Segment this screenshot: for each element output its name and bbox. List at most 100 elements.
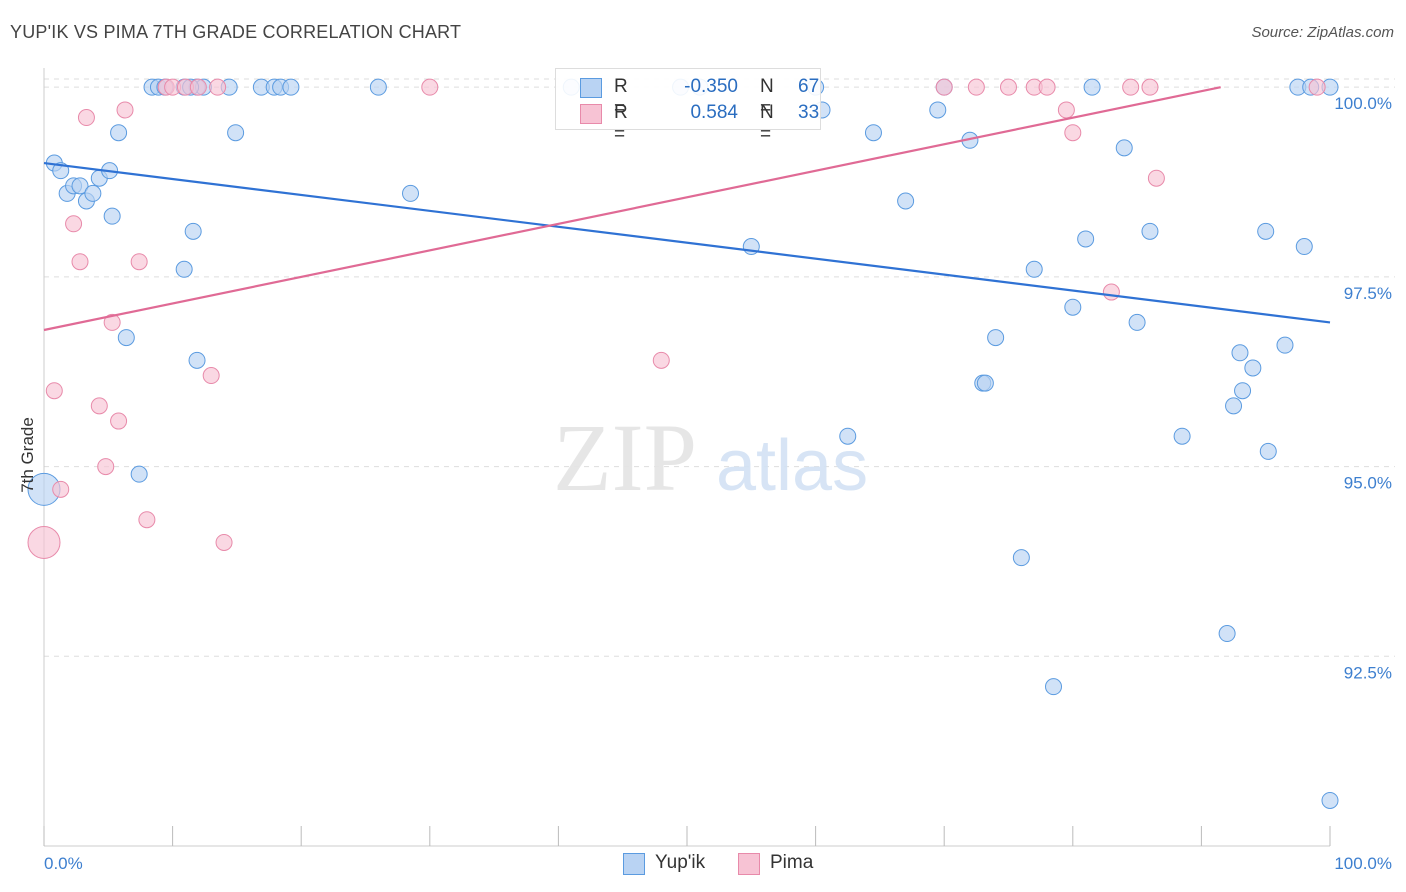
data-point-yupik-38 bbox=[839, 427, 857, 445]
data-point-yupik-10 bbox=[103, 207, 121, 225]
legend-n-value: 67 bbox=[798, 76, 820, 97]
data-point-pima-22 bbox=[935, 78, 953, 96]
data-point-yupik-52 bbox=[1083, 78, 1101, 96]
data-point-yupik-30 bbox=[369, 78, 387, 96]
y-tick-label-0: 92.5% bbox=[1344, 663, 1392, 682]
data-point-pima-20 bbox=[421, 78, 439, 96]
bottom-legend-swatch-pima bbox=[738, 853, 760, 875]
data-point-yupik-55 bbox=[1141, 222, 1159, 240]
data-point-pima-1 bbox=[45, 382, 63, 400]
data-point-yupik-46 bbox=[987, 329, 1005, 347]
y-tick-label-1: 95.0% bbox=[1344, 474, 1392, 493]
bottom-legend-swatch-yupik bbox=[623, 853, 645, 875]
data-point-pima-29 bbox=[1102, 283, 1120, 301]
series-pima bbox=[27, 78, 1326, 559]
tick-labels: 92.5% 95.0% 97.5% 100.0% 0.0% 100.0% bbox=[44, 94, 1392, 873]
legend: R = -0.350 N = 67 R = 0.584 N = 33 bbox=[555, 68, 821, 145]
data-point-pima-11 bbox=[130, 253, 148, 271]
data-point-pima-5 bbox=[77, 109, 95, 127]
legend-n-label: N = bbox=[760, 76, 774, 119]
data-point-yupik-60 bbox=[1234, 382, 1252, 400]
data-point-yupik-11 bbox=[110, 124, 128, 142]
data-point-yupik-47 bbox=[1012, 549, 1030, 567]
source-label: Source: ZipAtlas.com bbox=[1251, 24, 1394, 41]
chart-title: YUP'IK VS PIMA 7TH GRADE CORRELATION CHA… bbox=[10, 22, 462, 42]
data-point-pima-21 bbox=[652, 351, 670, 369]
legend-r-value: 0.584 bbox=[690, 102, 738, 123]
data-point-pima-10 bbox=[116, 101, 134, 119]
data-point-pima-12 bbox=[138, 511, 156, 529]
data-point-pima-26 bbox=[1038, 78, 1056, 96]
trend-line-yupik bbox=[43, 161, 1331, 324]
legend-r-label: R = bbox=[614, 76, 628, 119]
data-point-yupik-29 bbox=[282, 78, 300, 96]
y-axis-title: 7th Grade bbox=[18, 417, 37, 493]
bottom-legend-label-yupik: Yup'ik bbox=[655, 852, 706, 873]
data-point-pima-30 bbox=[1122, 78, 1140, 96]
data-point-yupik-13 bbox=[130, 465, 148, 483]
grid-lines bbox=[44, 78, 1395, 657]
data-point-pima-24 bbox=[1000, 78, 1017, 96]
y-tick-label-3: 100.0% bbox=[1334, 94, 1392, 113]
data-point-pima-2 bbox=[52, 480, 70, 498]
data-point-yupik-7 bbox=[84, 184, 102, 202]
data-point-pima-23 bbox=[967, 78, 985, 96]
bottom-legend-label-pima: Pima bbox=[770, 852, 814, 873]
data-point-pima-0 bbox=[27, 525, 61, 559]
data-point-yupik-59 bbox=[1231, 344, 1249, 362]
data-point-pima-31 bbox=[1141, 78, 1159, 96]
legend-swatch-yupik bbox=[580, 78, 602, 98]
data-point-yupik-31 bbox=[402, 184, 420, 202]
data-point-yupik-62 bbox=[1257, 222, 1275, 240]
data-point-yupik-51 bbox=[1077, 230, 1095, 248]
data-point-yupik-41 bbox=[929, 101, 947, 119]
bottom-legend: Yup'ik Pima bbox=[0, 852, 1406, 876]
data-point-pima-19 bbox=[215, 533, 233, 551]
data-point-yupik-66 bbox=[1295, 238, 1313, 256]
data-point-pima-32 bbox=[1147, 169, 1165, 187]
data-point-yupik-50 bbox=[1064, 298, 1082, 316]
legend-swatch-pima bbox=[580, 104, 602, 124]
data-point-yupik-64 bbox=[1276, 336, 1294, 354]
watermark-zip: ZIP bbox=[553, 404, 697, 511]
data-point-pima-27 bbox=[1057, 101, 1075, 119]
data-point-pima-17 bbox=[202, 367, 220, 385]
data-point-yupik-23 bbox=[184, 222, 202, 240]
data-point-yupik-40 bbox=[897, 192, 915, 210]
legend-n-label: N = bbox=[760, 102, 774, 145]
x-tick-label-0: 0.0% bbox=[44, 854, 83, 873]
data-point-pima-28 bbox=[1064, 124, 1082, 142]
data-point-yupik-24 bbox=[227, 124, 245, 142]
data-point-yupik-61 bbox=[1244, 359, 1262, 377]
data-point-yupik-58 bbox=[1225, 397, 1243, 415]
data-point-pima-7 bbox=[97, 458, 115, 476]
data-point-yupik-45 bbox=[976, 374, 994, 392]
data-point-yupik-56 bbox=[1173, 427, 1191, 445]
data-point-yupik-53 bbox=[1115, 139, 1133, 157]
data-point-yupik-5 bbox=[71, 177, 89, 195]
data-point-pima-33 bbox=[1308, 78, 1326, 96]
data-point-pima-9 bbox=[110, 412, 128, 430]
trend-line-pima bbox=[43, 86, 1221, 332]
data-point-yupik-54 bbox=[1128, 313, 1146, 331]
data-point-pima-16 bbox=[189, 78, 207, 96]
data-point-yupik-39 bbox=[864, 124, 882, 142]
data-point-yupik-17 bbox=[175, 260, 193, 278]
y-tick-label-2: 97.5% bbox=[1344, 284, 1392, 303]
data-point-yupik-57 bbox=[1218, 625, 1236, 643]
data-point-yupik-12 bbox=[117, 329, 135, 347]
watermark: ZIP atlas bbox=[553, 404, 868, 511]
data-point-pima-3 bbox=[65, 215, 83, 233]
legend-n-value: 33 bbox=[798, 102, 820, 123]
axes bbox=[43, 68, 1331, 847]
data-point-pima-4 bbox=[71, 253, 89, 271]
legend-r-label: R = bbox=[614, 102, 628, 145]
data-point-yupik-63 bbox=[1259, 442, 1277, 460]
data-point-pima-18 bbox=[209, 78, 227, 96]
data-point-yupik-19 bbox=[188, 351, 206, 369]
data-point-pima-8 bbox=[103, 313, 121, 331]
data-point-yupik-48 bbox=[1025, 260, 1043, 278]
x-tick-label-1: 100.0% bbox=[1334, 854, 1392, 873]
data-point-yupik-49 bbox=[1045, 678, 1063, 696]
